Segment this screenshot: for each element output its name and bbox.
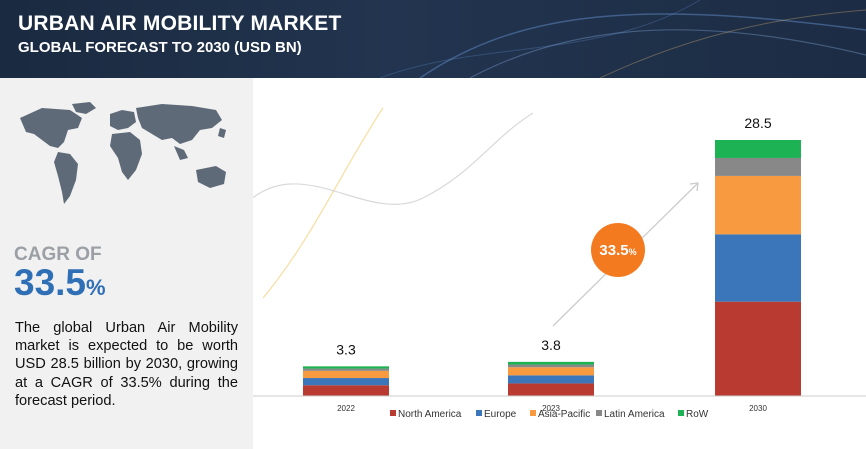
decorative-curve	[253, 112, 534, 205]
bar-segment-2022-asia-pacific	[303, 370, 389, 379]
bar-segment-2023-europe	[508, 375, 594, 384]
legend-swatch	[678, 410, 684, 416]
legend-swatch	[530, 410, 536, 416]
header-light-trails	[379, 0, 866, 78]
market-description: The global Urban Air Mobility market is …	[15, 320, 238, 409]
cagr-badge-label: 33.5%	[599, 242, 636, 259]
header-banner: URBAN AIR MOBILITY MARKET GLOBAL FORECAS…	[0, 0, 866, 78]
bar-segment-2023-latin-america	[508, 364, 594, 368]
stacked-bar-chart: 2022 2023 2030 3.3 3.8 28.5 33.5% North Amer…	[253, 107, 866, 420]
x-tick-label: 2030	[749, 404, 767, 413]
cagr-percent-sign: %	[86, 275, 106, 300]
x-tick-label: 2022	[337, 404, 355, 413]
bar-segment-2022-europe	[303, 378, 389, 386]
page-title: URBAN AIR MOBILITY MARKET	[18, 12, 342, 35]
bar-total-label: 28.5	[744, 115, 771, 131]
bar-segment-2023-asia-pacific	[508, 367, 594, 376]
decorative-curve	[262, 107, 384, 299]
cagr-value: 33.5%	[14, 262, 106, 304]
legend-label: North America	[398, 409, 462, 420]
bar-total-label: 3.3	[336, 341, 356, 357]
cagr-badge	[591, 223, 645, 277]
bar-total-label: 3.8	[541, 337, 561, 353]
bar-segment-2030-row	[715, 140, 801, 158]
page-subtitle: GLOBAL FORECAST TO 2030 (USD BN)	[18, 39, 302, 56]
bar-segment-2030-europe	[715, 234, 801, 302]
legend-label: Europe	[484, 409, 517, 420]
cagr-number: 33.5	[14, 262, 87, 303]
bar-segment-2030-latin-america	[715, 157, 801, 176]
legend-label: Asia-Pacific	[538, 409, 590, 420]
bar-segment-2022-row	[303, 366, 389, 369]
x-tick-label: 2023	[542, 404, 560, 413]
legend-swatch	[390, 410, 396, 416]
bar-segment-2022-north-america	[303, 385, 389, 396]
bar-segment-2023-north-america	[508, 383, 594, 396]
world-map-icon	[20, 102, 226, 204]
legend-swatch	[476, 410, 482, 416]
legend-label: Latin America	[604, 409, 665, 420]
cagr-label: CAGR OF	[14, 244, 102, 265]
bar-segment-2022-latin-america	[303, 368, 389, 371]
legend-swatch	[596, 410, 602, 416]
bar-segment-2030-north-america	[715, 301, 801, 396]
legend-label: RoW	[686, 409, 709, 420]
bar-segment-2030-asia-pacific	[715, 175, 801, 235]
bar-segment-2023-row	[508, 361, 594, 365]
